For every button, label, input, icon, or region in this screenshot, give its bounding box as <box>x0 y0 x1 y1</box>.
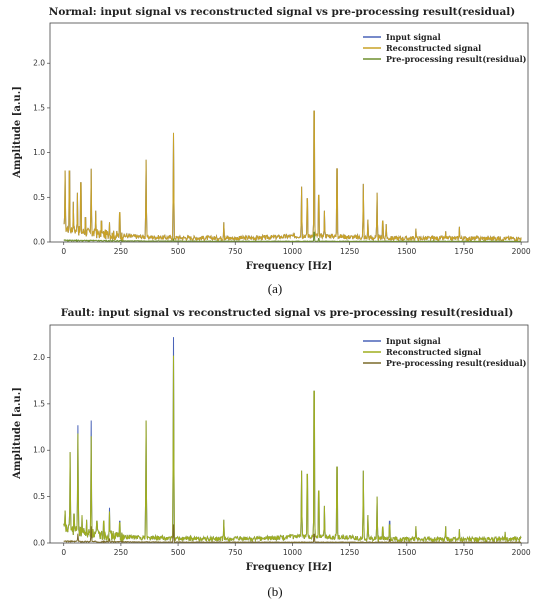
chart-panel-a: Normal: input signal vs reconstructed si… <box>12 6 531 296</box>
plot-frame-a <box>49 22 529 243</box>
x-tick-label: 1750 <box>454 548 473 557</box>
x-tick-label: 1250 <box>340 247 359 256</box>
y-tick-label: 1.5 <box>33 103 45 112</box>
series-lines-a <box>63 110 522 243</box>
y-axis-a: 0.0 0.5 1.0 1.5 2.0 <box>33 59 50 247</box>
series-lines-b <box>63 337 522 544</box>
caption-a: (a) <box>268 281 282 296</box>
caption-b: (b) <box>267 584 282 599</box>
y-axis-b: 0.0 0.5 1.0 1.5 2.0 <box>33 353 50 548</box>
y-tick-label: 0.5 <box>33 492 45 501</box>
x-axis-a: 0 250 500 750 1000 1250 1500 1750 2000 <box>61 242 531 256</box>
x-axis-label-b: Frequency [Hz] <box>246 562 332 573</box>
y-tick-label: 0.5 <box>33 193 45 202</box>
x-tick-label: 2000 <box>512 548 531 557</box>
series-residual <box>63 524 522 544</box>
x-tick-label: 250 <box>114 247 129 256</box>
legend-label: Reconstructed signal <box>386 43 481 53</box>
x-tick-label: 250 <box>114 548 129 557</box>
series-reconstructed-signal <box>63 110 522 243</box>
x-tick-label: 0 <box>61 247 66 256</box>
legend-label: Pre-processing result(residual) <box>386 358 527 368</box>
x-axis-b: 0 250 500 750 1000 1250 1500 1750 2000 <box>61 543 531 557</box>
series-residual <box>63 231 522 243</box>
y-tick-label: 1.5 <box>33 399 45 408</box>
legend-label: Input signal <box>386 32 441 42</box>
x-tick-label: 1250 <box>340 548 359 557</box>
y-tick-label: 2.0 <box>33 353 45 362</box>
y-tick-label: 2.0 <box>33 59 45 68</box>
x-tick-label: 1000 <box>283 548 302 557</box>
chart-panel-b: Fault: input signal vs reconstructed sig… <box>12 307 531 599</box>
x-tick-label: 1000 <box>283 247 302 256</box>
x-tick-label: 750 <box>228 247 243 256</box>
y-tick-label: 0.0 <box>33 539 45 548</box>
x-tick-label: 750 <box>228 548 243 557</box>
legend-label: Reconstructed signal <box>386 347 481 357</box>
x-tick-label: 2000 <box>512 247 531 256</box>
x-tick-label: 1500 <box>397 247 416 256</box>
x-axis-label-a: Frequency [Hz] <box>246 261 332 272</box>
x-tick-label: 0 <box>61 548 66 557</box>
x-tick-label: 500 <box>171 247 186 256</box>
y-axis-label-a: Amplitude [a.u.] <box>12 86 23 179</box>
series-reconstructed-signal <box>63 355 522 544</box>
x-tick-label: 500 <box>171 548 186 557</box>
x-tick-label: 1500 <box>397 548 416 557</box>
y-axis-label-b: Amplitude [a.u.] <box>12 387 23 480</box>
x-tick-label: 1750 <box>454 247 473 256</box>
legend-label: Input signal <box>386 336 441 346</box>
y-tick-label: 0.0 <box>33 238 45 247</box>
series-input-signal <box>63 110 522 243</box>
y-tick-label: 1.0 <box>33 446 45 455</box>
chart-title-a: Normal: input signal vs reconstructed si… <box>49 6 515 18</box>
legend-label: Pre-processing result(residual) <box>386 54 527 64</box>
chart-title-b: Fault: input signal vs reconstructed sig… <box>61 307 514 319</box>
y-tick-label: 1.0 <box>33 148 45 157</box>
